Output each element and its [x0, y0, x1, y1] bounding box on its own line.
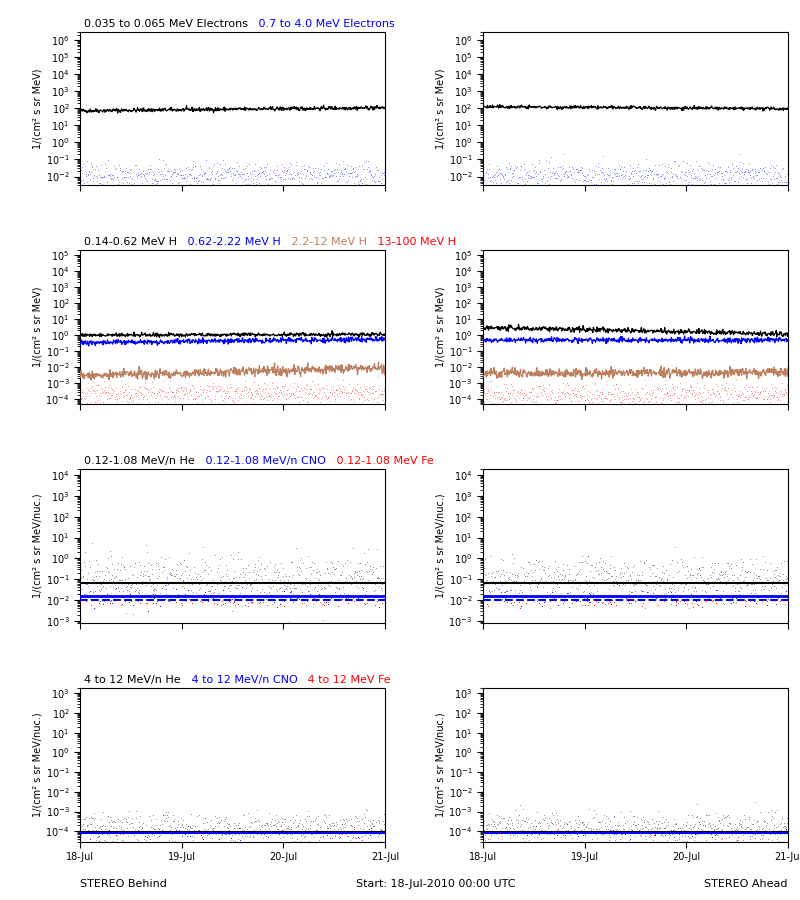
Y-axis label: 1/(cm² s sr MeV): 1/(cm² s sr MeV) [33, 68, 43, 148]
Text: 13-100 MeV H: 13-100 MeV H [366, 238, 456, 248]
Text: Start: 18-Jul-2010 00:00 UTC: Start: 18-Jul-2010 00:00 UTC [356, 878, 516, 889]
Text: 0.12-1.08 MeV/n CNO: 0.12-1.08 MeV/n CNO [194, 456, 326, 466]
Text: 0.7 to 4.0 MeV Electrons: 0.7 to 4.0 MeV Electrons [248, 19, 394, 29]
Text: 0.12-1.08 MeV Fe: 0.12-1.08 MeV Fe [326, 456, 434, 466]
Text: 0.14-0.62 MeV H: 0.14-0.62 MeV H [84, 238, 177, 248]
Y-axis label: 1/(cm² s sr MeV): 1/(cm² s sr MeV) [436, 68, 446, 148]
Text: 4 to 12 MeV/n CNO: 4 to 12 MeV/n CNO [181, 675, 298, 685]
Text: STEREO Behind: STEREO Behind [80, 878, 167, 889]
Text: 2.2-12 MeV H: 2.2-12 MeV H [281, 238, 366, 248]
Y-axis label: 1/(cm² s sr MeV/nuc.): 1/(cm² s sr MeV/nuc.) [33, 493, 43, 598]
Text: 0.035 to 0.065 MeV Electrons: 0.035 to 0.065 MeV Electrons [84, 19, 248, 29]
Y-axis label: 1/(cm² s sr MeV): 1/(cm² s sr MeV) [33, 287, 42, 367]
Y-axis label: 1/(cm² s sr MeV/nuc.): 1/(cm² s sr MeV/nuc.) [33, 712, 42, 817]
Y-axis label: 1/(cm² s sr MeV): 1/(cm² s sr MeV) [435, 287, 446, 367]
Text: 4 to 12 MeV Fe: 4 to 12 MeV Fe [298, 675, 391, 685]
Y-axis label: 1/(cm² s sr MeV/nuc.): 1/(cm² s sr MeV/nuc.) [435, 712, 446, 817]
Text: STEREO Ahead: STEREO Ahead [705, 878, 788, 889]
Text: 4 to 12 MeV/n He: 4 to 12 MeV/n He [84, 675, 181, 685]
Text: 0.12-1.08 MeV/n He: 0.12-1.08 MeV/n He [84, 456, 194, 466]
Y-axis label: 1/(cm² s sr MeV/nuc.): 1/(cm² s sr MeV/nuc.) [436, 493, 446, 598]
Text: 0.62-2.22 MeV H: 0.62-2.22 MeV H [177, 238, 281, 248]
